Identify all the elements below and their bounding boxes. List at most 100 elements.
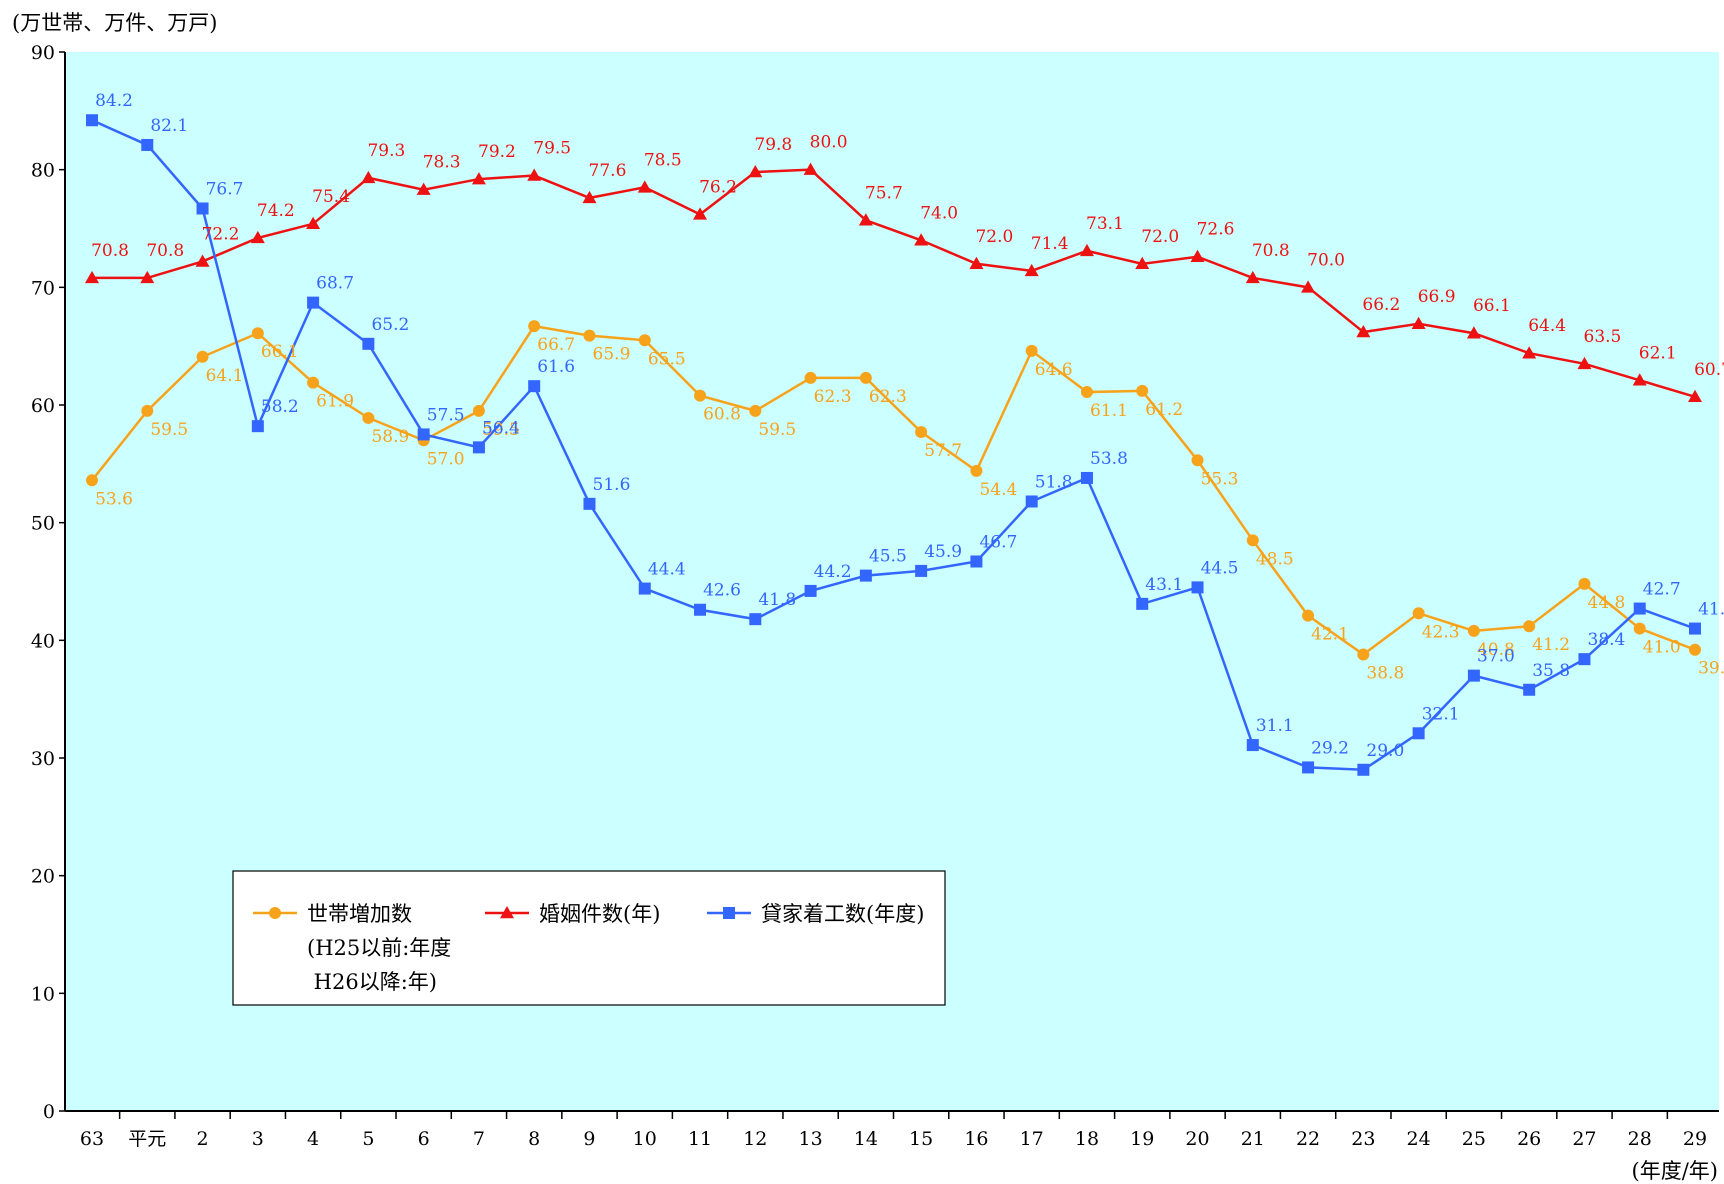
- data-label: 54.4: [979, 480, 1017, 500]
- y-tick-label: 10: [31, 983, 55, 1005]
- y-tick-label: 80: [31, 160, 55, 182]
- data-label: 31.1: [1256, 716, 1294, 736]
- data-label: 40.8: [1477, 640, 1515, 660]
- data-point-triangle: [471, 172, 486, 185]
- data-point-square: [723, 907, 735, 919]
- data-label: 70.8: [146, 241, 184, 261]
- data-point-triangle: [1301, 280, 1316, 293]
- x-tick-label: 20: [1185, 1128, 1209, 1150]
- data-point-circle: [970, 464, 983, 477]
- data-point-circle: [1357, 648, 1370, 661]
- series-2: [86, 114, 1701, 776]
- data-label: 65.9: [593, 345, 631, 365]
- data-label: 62.3: [814, 387, 852, 407]
- legend-entry-1: 婚姻件数(年): [485, 902, 660, 926]
- x-tick-label: 3: [252, 1128, 264, 1150]
- data-point-square: [1191, 581, 1204, 594]
- data-point-triangle: [527, 168, 542, 181]
- data-point-triangle: [969, 256, 984, 270]
- x-tick-label: 17: [1020, 1128, 1044, 1150]
- x-tick-label: 7: [473, 1128, 485, 1150]
- legend-label: 世帯増加数: [307, 902, 412, 926]
- data-label: 60.7: [1694, 360, 1724, 380]
- data-label: 39.2: [1698, 659, 1724, 679]
- data-label: 29.0: [1366, 741, 1404, 761]
- data-label: 64.6: [1035, 360, 1073, 380]
- data-point-circle: [141, 404, 154, 417]
- x-tick-label: 28: [1628, 1128, 1652, 1150]
- x-tick-label: 10: [633, 1128, 657, 1150]
- legend-entry-0: 世帯増加数 (H25以前:年度 H26以降:年): [253, 902, 451, 994]
- data-point-square: [1523, 683, 1536, 696]
- x-tick-label: 5: [362, 1128, 374, 1150]
- data-point-triangle: [250, 230, 265, 244]
- data-label: 55.3: [1201, 469, 1239, 489]
- y-tick-label: 30: [31, 748, 55, 770]
- x-tick-label: 63: [80, 1128, 104, 1150]
- legend-entry-2: 貸家着工数(年度): [707, 902, 924, 926]
- x-tick-label: 24: [1407, 1128, 1431, 1150]
- data-point-square: [1136, 597, 1149, 610]
- data-label: 44.2: [814, 562, 852, 582]
- data-label: 61.1: [1090, 401, 1128, 421]
- data-label: 42.3: [1422, 622, 1460, 642]
- data-point-triangle: [85, 270, 99, 284]
- data-point-circle: [196, 350, 209, 363]
- data-point-circle: [694, 389, 707, 402]
- x-tick-label: 12: [743, 1128, 767, 1150]
- y-axis-ticks: 0 10 20 30 40 50 60 70 80 90: [31, 42, 65, 1123]
- data-label: 84.2: [95, 91, 133, 111]
- data-label: 65.2: [371, 315, 409, 335]
- data-point-triangle: [858, 213, 873, 226]
- data-point-circle: [269, 907, 281, 919]
- data-label: 61.2: [1145, 400, 1183, 420]
- y-tick-label: 50: [31, 513, 55, 535]
- data-label: 66.2: [1362, 295, 1400, 315]
- legend-label: H26以降:年): [307, 970, 437, 994]
- data-point-square: [1080, 471, 1093, 484]
- series-1: [85, 162, 1702, 403]
- data-point-square: [362, 337, 375, 350]
- data-label: 70.0: [1307, 250, 1345, 270]
- x-tick-label: 26: [1517, 1128, 1541, 1150]
- data-point-circle: [86, 474, 98, 487]
- data-point-square: [583, 497, 596, 510]
- data-point-square: [1467, 669, 1480, 682]
- data-label: 72.0: [975, 227, 1013, 247]
- data-point-triangle: [195, 254, 210, 267]
- data-point-circle: [1467, 624, 1480, 637]
- x-tick-label: 22: [1296, 1128, 1320, 1150]
- data-point-circle: [804, 371, 817, 384]
- data-label: 73.1: [1086, 214, 1124, 234]
- data-label: 60.8: [703, 405, 741, 425]
- data-point-square: [915, 564, 928, 577]
- data-label: 62.1: [1639, 343, 1677, 363]
- data-label: 59.5: [482, 420, 520, 440]
- data-point-circle: [251, 327, 264, 340]
- data-label: 75.7: [865, 183, 903, 203]
- data-label: 46.7: [979, 532, 1017, 552]
- data-point-circle: [638, 334, 651, 347]
- data-label: 53.8: [1090, 449, 1128, 469]
- data-point-triangle: [500, 906, 514, 919]
- data-label: 71.4: [1031, 234, 1069, 254]
- data-label: 57.5: [427, 405, 465, 425]
- data-point-square: [1412, 727, 1425, 740]
- data-point-square: [638, 582, 651, 595]
- data-point-triangle: [582, 190, 597, 204]
- data-point-triangle: [1190, 249, 1205, 262]
- data-point-triangle: [637, 180, 652, 193]
- data-label: 79.8: [754, 135, 792, 155]
- data-label: 68.7: [316, 274, 354, 294]
- data-point-square: [970, 555, 983, 568]
- data-point-triangle: [140, 270, 155, 284]
- data-point-square: [472, 441, 485, 454]
- legend-label: 婚姻件数(年): [539, 902, 660, 926]
- data-point-triangle: [693, 207, 708, 220]
- x-tick-label: 15: [909, 1128, 933, 1150]
- data-point-circle: [1633, 622, 1646, 635]
- data-point-circle: [1578, 577, 1591, 590]
- data-point-triangle: [914, 233, 929, 246]
- data-point-square: [417, 428, 430, 441]
- data-label: 72.6: [1197, 220, 1235, 240]
